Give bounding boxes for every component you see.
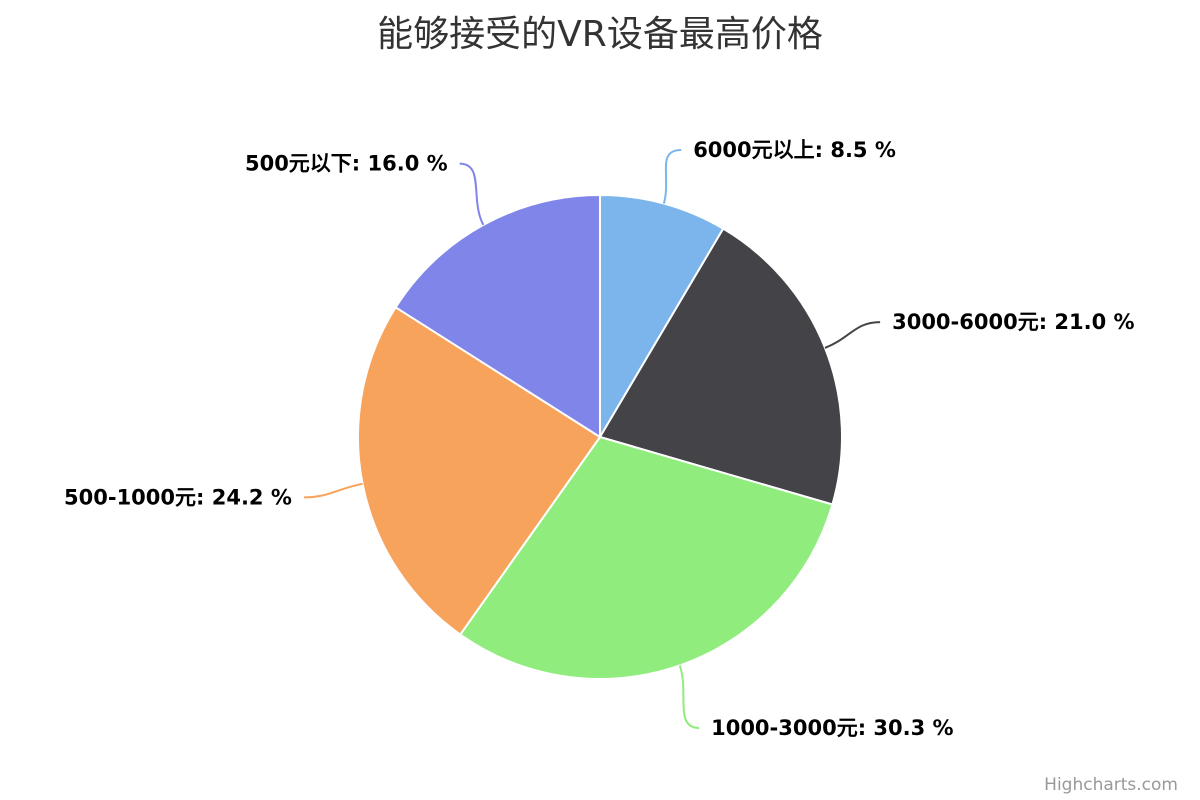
data-label-4: 500-1000元: 24.2 % [64, 485, 292, 509]
data-label-2: 3000-6000元: 21.0 % [892, 310, 1134, 334]
label-connectors [303, 149, 881, 729]
label-connector-3 [678, 665, 700, 729]
label-connector-1 [662, 149, 682, 204]
chart-title: 能够接受的VR设备最高价格 [377, 14, 823, 55]
credits-link[interactable]: Highcharts.com [1044, 775, 1178, 795]
label-connector-4 [303, 482, 363, 499]
label-connector-5 [459, 162, 485, 226]
pie-slice-4[interactable] [357, 306, 601, 636]
pie-slice-5[interactable] [394, 194, 601, 438]
pie-slices [357, 194, 843, 680]
label-connector-2 [824, 321, 881, 349]
data-labels: 6000元以上: 8.5 % 3000-6000元: 21.0 % 1000-300… [64, 138, 1135, 740]
data-label-5: 500元以下: 16.0 % [245, 152, 448, 176]
pie-slice-2[interactable] [599, 227, 843, 506]
pie-slice-3[interactable] [459, 436, 834, 680]
data-label-1: 6000元以上: 8.5 % [693, 138, 896, 162]
data-label-3: 1000-3000元: 30.3 % [711, 716, 953, 740]
